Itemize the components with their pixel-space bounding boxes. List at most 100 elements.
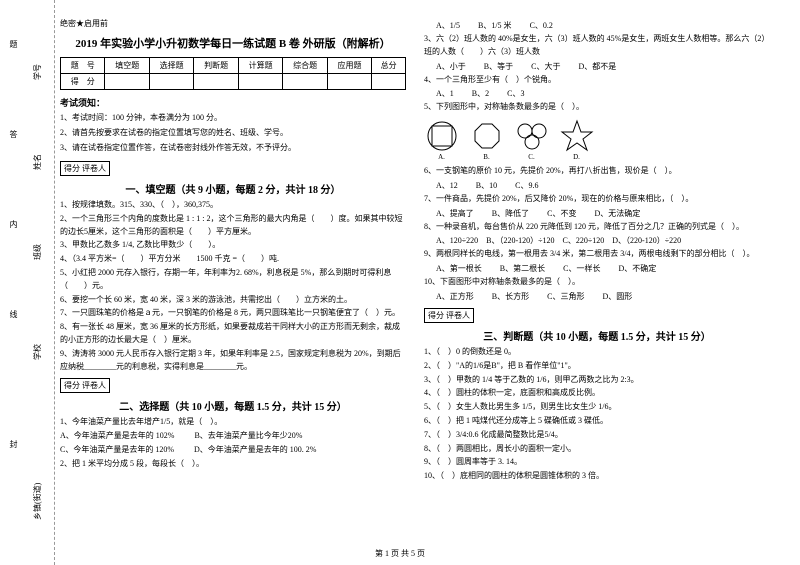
shape-c: C. — [514, 118, 549, 161]
option-row: A、1/5 B、1/5 米 C、0.2 — [436, 20, 770, 31]
frac: 3/4 — [456, 430, 466, 439]
margin-label-town: 乡镇(街道) — [32, 483, 43, 520]
binding-margin: 学号 姓名 班级 学校 乡镇(街道) 题 答 内 线 封 — [0, 0, 55, 565]
shape-d: D. — [559, 118, 594, 161]
th: 应用题 — [327, 58, 371, 74]
right-column: A、1/5 B、1/5 米 C、0.2 3、六（2）班人数的 40%是女生，六（… — [424, 18, 770, 484]
opt: A、1/5 — [436, 20, 460, 31]
option-row: A、1 B、2 C、3 — [436, 88, 770, 99]
exam-page: 学号 姓名 班级 学校 乡镇(街道) 题 答 内 线 封 绝密★启用前 2019… — [0, 0, 800, 565]
option-row: A、第一根长 B、第二根长 C、一样长 D、不确定 — [436, 263, 770, 274]
notice: 1、考试时间：100 分钟，本卷满分为 100 分。 — [60, 112, 406, 124]
opt: B、10 — [476, 180, 497, 191]
question: 9、两根同样长的电线，第一根用去 3/4 米，第二根用去 3/4，两根电线剩下的… — [424, 248, 770, 261]
question: 4、（3.4 平方米=（ ）平方分米 1500 千克 =（ ）吨. — [60, 253, 406, 266]
question: 7、一只圆珠笔的价格是ａ元，一只钢笔的价格是 8 元，两只圆珠笔比一只钢笔便宜了… — [60, 307, 406, 320]
question: 5、下列图形中，对称轴条数最多的是（ ）。 — [424, 101, 770, 114]
th: 选择题 — [149, 58, 193, 74]
margin-label-name: 姓名 — [32, 154, 43, 170]
td — [372, 74, 406, 90]
shape-b: B. — [469, 118, 504, 161]
td: 得 分 — [61, 74, 105, 90]
question: 1、今年油菜产量比去年增产1/5，就是（ ）。 — [60, 416, 406, 429]
question: 8、有一张长 48 厘米，宽 36 厘米的长方形纸，如果要裁成若干同样大小的正方… — [60, 321, 406, 347]
option-row: A、正方形 B、长方形 C、三角形 D、圆形 — [436, 291, 770, 302]
td — [327, 74, 371, 90]
q-part: 1500 千克 =（ ）吨. — [197, 254, 280, 263]
th: 总分 — [372, 58, 406, 74]
opt: D、不确定 — [618, 263, 656, 274]
page-footer: 第 1 页 共 5 页 — [0, 548, 800, 559]
th: 题 号 — [61, 58, 105, 74]
shape-a: A. — [424, 118, 459, 161]
question: 3、（ ）甲数的 1/4 等于乙数的 1/6，则甲乙两数之比为 2:3。 — [424, 374, 770, 387]
question: 9、（ ）圆周率等于 3. 14。 — [424, 456, 770, 469]
margin-char: 题 — [8, 40, 19, 48]
margin-label-school: 学校 — [32, 344, 43, 360]
opt: C、今年油菜产量是去年的 120% — [60, 444, 174, 457]
td — [149, 74, 193, 90]
question: 2、一个三角形三个内角的度数比是 1 : 1 : 2，这个三角形的最大内角是（ … — [60, 213, 406, 239]
exam-title: 2019 年实验小学小升初数学每日一练试题 B 卷 外研版（附解析） — [60, 35, 406, 51]
option-row: A、120÷220 B、（220-120）÷120 C、220÷120 D、（2… — [436, 235, 770, 248]
question: 7、一件商品，先提价 20%，后又降价 20%，现在的价格与原来相比，（ ）。 — [424, 193, 770, 206]
th: 综合题 — [283, 58, 327, 74]
score-box: 得分 评卷人 — [60, 161, 110, 176]
option-row: A、小于 B、等于 C、大于 D、都不是 — [436, 61, 770, 72]
margin-char: 封 — [8, 440, 19, 448]
margin-label-id: 学号 — [32, 64, 43, 80]
opt: D、无法确定 — [594, 208, 640, 219]
th: 判断题 — [194, 58, 238, 74]
opt: A、提高了 — [436, 208, 474, 219]
td — [194, 74, 238, 90]
td — [105, 74, 149, 90]
question: 5、小红把 2000 元存入银行，存期一年，年利率为2. 68%，利息税是 5%… — [60, 267, 406, 293]
margin-char: 答 — [8, 130, 19, 138]
option-row: A、今年油菜产量是去年的 102% B、去年油菜产量比今年少20% — [60, 430, 406, 443]
question: 1、（ ）0 的倒数还是 0。 — [424, 346, 770, 359]
notice-title: 考试须知： — [60, 96, 406, 109]
question: 2、把 1 米平均分成 5 段，每段长（ ）。 — [60, 458, 406, 471]
question: 3、甲数比乙数多 1/4, 乙数比甲数少（ ）。 — [60, 239, 406, 252]
section3-title: 三、判断题（共 10 小题，每题 1.5 分，共计 15 分） — [424, 328, 770, 343]
opt: A、1 — [436, 88, 454, 99]
notice: 2、请首先按要求在试卷的指定位置填写您的姓名、班级、学号。 — [60, 127, 406, 139]
th: 填空题 — [105, 58, 149, 74]
opt: B、长方形 — [492, 291, 529, 302]
opt: C、三角形 — [547, 291, 584, 302]
opt: B、2 — [472, 88, 489, 99]
opt: A、第一根长 — [436, 263, 482, 274]
question: 8、一种录音机，每台售价从 220 元降低到 120 元，降低了百分之几？正确的… — [424, 221, 770, 234]
opt: C、3 — [507, 88, 524, 99]
opt: A、今年油菜产量是去年的 102% — [60, 430, 174, 443]
opt: B、1/5 米 — [478, 20, 512, 31]
opt: C、0.2 — [530, 20, 553, 31]
content-columns: 绝密★启用前 2019 年实验小学小升初数学每日一练试题 B 卷 外研版（附解析… — [60, 18, 770, 484]
question: 10、（ ）底相同的圆柱的体积是圆锥体积的 3 倍。 — [424, 470, 770, 483]
square-in-circle-icon — [427, 121, 457, 151]
td — [238, 74, 282, 90]
opt: D、圆形 — [602, 291, 632, 302]
question: 3、六（2）班人数的 40%是女生，六（3）班人数的 45%是女生，两班女生人数… — [424, 33, 770, 59]
question: 6、一支钢笔的原价 10 元，先提价 20%，再打八折出售，现价是（ ）。 — [424, 165, 770, 178]
opt: A、小于 — [436, 61, 466, 72]
section1-title: 一、填空题（共 9 小题，每题 2 分，共计 18 分） — [60, 181, 406, 196]
question: 1、按规律填数。315、330、（ ），360,375。 — [60, 199, 406, 212]
score-box: 得分 评卷人 — [424, 308, 474, 323]
opt: C、不变 — [547, 208, 576, 219]
shape-row: A. B. C. D. — [424, 118, 770, 161]
question: 5、（ ）女生人数比男生多 1/5，则男生比女生少 1/6。 — [424, 401, 770, 414]
question: 4、（ ）圆柱的体积一定，底面积和高成反比例。 — [424, 387, 770, 400]
opt: B、第二根长 — [500, 263, 545, 274]
left-column: 绝密★启用前 2019 年实验小学小升初数学每日一练试题 B 卷 外研版（附解析… — [60, 18, 406, 484]
opt: A、正方形 — [436, 291, 474, 302]
question: 8、（ ）两圆相比，周长小的面积一定小。 — [424, 443, 770, 456]
opt: B、去年油菜产量比今年少20% — [194, 430, 302, 443]
section2-title: 二、选择题（共 10 小题，每题 1.5 分，共计 15 分） — [60, 398, 406, 413]
q-part: 。 — [555, 430, 563, 439]
opt: C、大于 — [531, 61, 560, 72]
option-row: A、提高了 B、降低了 C、不变 D、无法确定 — [436, 208, 770, 219]
th: 计算题 — [238, 58, 282, 74]
q-part: 4、（3.4 平方米=（ ）平方分米 — [60, 254, 181, 263]
opt: D、都不是 — [578, 61, 616, 72]
